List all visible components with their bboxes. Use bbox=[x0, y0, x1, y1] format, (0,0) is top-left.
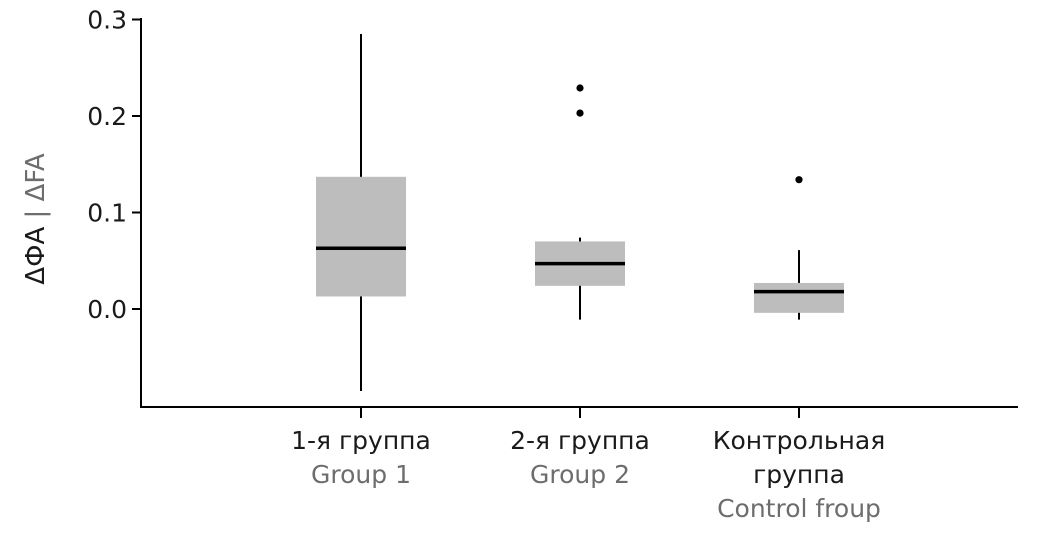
y-axis-label-separator: | bbox=[21, 201, 51, 226]
x-category-label-en: Control froup bbox=[717, 494, 881, 523]
y-tick-label: 0.2 bbox=[87, 102, 127, 131]
box-iqr bbox=[754, 282, 844, 313]
axes bbox=[140, 18, 1018, 408]
y-axis-label: ΔФА | ΔFA bbox=[21, 153, 51, 285]
y-tick-label: 0.1 bbox=[87, 199, 127, 228]
x-category-label: Контрольная bbox=[713, 426, 886, 455]
y-ticks: 0.3 0.2 0.1 0.0 bbox=[87, 6, 141, 324]
outlier-point bbox=[795, 176, 803, 184]
x-category-label-en: Group 1 bbox=[311, 460, 411, 489]
y-tick-label: 0.0 bbox=[87, 295, 127, 324]
box-iqr bbox=[316, 176, 406, 297]
x-category-label-en: Group 2 bbox=[530, 460, 630, 489]
box-group bbox=[535, 84, 625, 320]
outlier-point bbox=[576, 84, 584, 92]
box-group bbox=[754, 176, 844, 320]
boxes bbox=[316, 33, 844, 392]
x-category-labels: 1-я группа Group 1 2-я группа Group 2 Контро… bbox=[291, 407, 885, 523]
x-category-label: 1-я группа bbox=[291, 426, 431, 455]
x-category-label: 2-я группа bbox=[510, 426, 650, 455]
y-axis-label-primary: ΔФА bbox=[21, 227, 51, 285]
y-tick-label: 0.3 bbox=[87, 6, 127, 35]
x-category-label: группа bbox=[753, 460, 845, 489]
outlier-point bbox=[576, 109, 584, 117]
y-axis-label-secondary: ΔFA bbox=[21, 153, 51, 201]
box-group bbox=[316, 33, 406, 392]
